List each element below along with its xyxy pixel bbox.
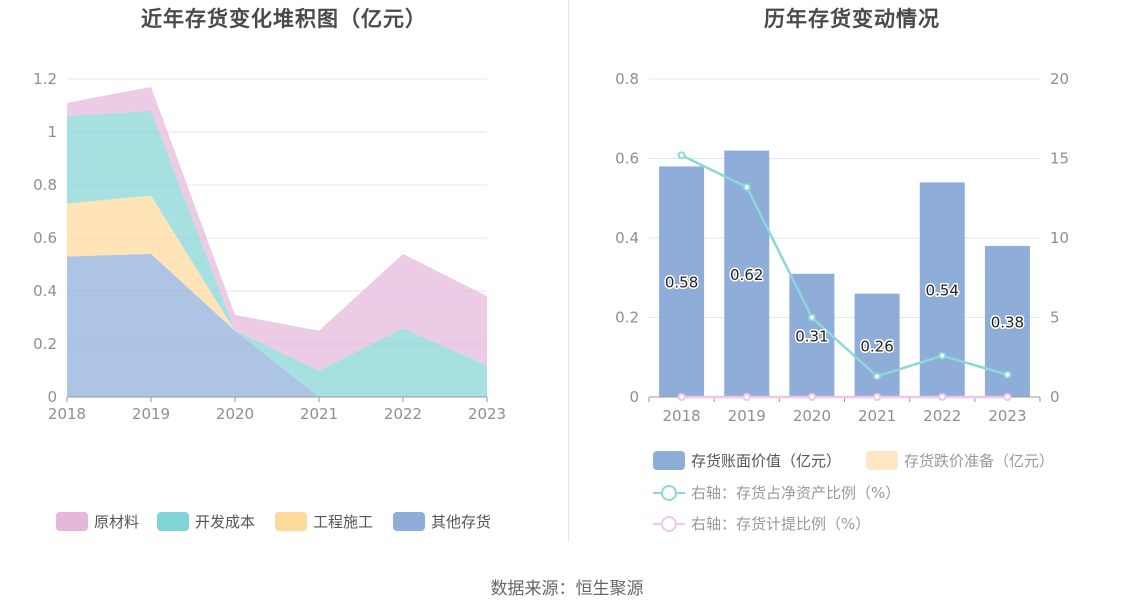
area-工程施工 [67,195,487,397]
legend-swatch [653,483,685,502]
x-tick-label: 2022 [923,407,961,425]
legend-swatch [275,512,307,531]
x-tick-label: 2022 [384,405,422,423]
y-tick-label: 0 [47,388,57,406]
legend-item[interactable]: 右轴：存货计提比例（%） [653,513,870,534]
legend-item[interactable]: 原材料 [56,511,139,532]
x-tick-label: 2019 [728,407,766,425]
legend-label: 右轴：存货计提比例（%） [691,515,871,533]
x-tick-label: 2021 [300,405,338,423]
stacked-area-chart: 0 0.2 0.4 0.6 0.8 1 1.2 2018 2019 2020 2021 2022 202… [33,70,506,423]
bar-data-label: 0.58 [665,274,698,292]
y-tick-label: 0.4 [33,282,57,300]
y-tick-label: 0.2 [33,335,57,353]
bar-2019 [724,150,770,397]
x-tick-label: 2020 [793,407,831,425]
left-chart-panel: 近年存货变化堆积图（亿元） 0 0.2 0.4 0.6 0.8 1 1.2 2018 2019 2… [0,0,568,545]
line-point [873,372,882,381]
left-chart-title: 近年存货变化堆积图（亿元） [141,7,427,31]
y-left-tick-label: 0 [629,388,639,406]
y-tick-label: 1.2 [33,70,57,88]
y-right-tick-label: 15 [1050,150,1069,168]
y-right-tick-label: 0 [1050,388,1060,406]
legend-swatch [653,451,685,470]
bar-data-label: 0.54 [926,282,959,300]
legend-item[interactable]: 工程施工 [275,511,373,532]
line-point [938,393,947,401]
y-right-tick-label: 20 [1050,70,1069,88]
panel-divider [568,0,569,542]
x-tick-label: 2023 [988,407,1026,425]
y-left-tick-label: 0.8 [615,70,639,88]
bar-data-label: 0.62 [730,266,763,284]
legend-item[interactable]: 右轴：存货占净资产比例（%） [653,482,900,503]
bar-data-label: 0.26 [860,337,893,355]
line-point [677,151,686,160]
y-right-tick-label: 10 [1050,229,1069,247]
legend-item[interactable]: 存货账面价值（亿元） [653,450,841,471]
y-left-tick-label: 0.4 [615,229,639,247]
line-point [873,393,882,401]
area-原材料 [67,86,487,371]
line-point [1003,370,1012,379]
legend-label: 右轴：存货占净资产比例（%） [691,484,901,502]
y-tick-label: 0.6 [33,229,57,247]
x-tick-label: 2021 [858,407,896,425]
legend-label: 存货账面价值（亿元） [691,452,842,470]
y-left-tick-label: 0.6 [615,150,639,168]
data-source-footer: 数据来源：恒生聚源 [490,579,644,599]
bar-data-label: 0.31 [795,327,828,345]
legend-item[interactable]: 存货跌价准备（亿元） [866,450,1054,471]
legend-label: 原材料 [94,513,140,531]
bar-2020 [789,273,835,397]
x-tick-label: 2019 [132,405,170,423]
legend-label: 开发成本 [195,513,256,531]
area-开发成本 [67,110,487,398]
legend-swatch [653,514,685,533]
y-left-tick-label: 0.2 [615,309,639,327]
line-point [742,183,751,192]
legend-label: 工程施工 [313,513,374,531]
area-其他存货 [67,253,487,397]
line-point [742,393,751,401]
y-right-tick-label: 5 [1050,309,1060,327]
right-chart-panel: 历年存货变动情况 0 0.2 0.4 0.6 0.8 0 5 10 15 20 2018 2019 20… [570,0,1134,545]
legend-swatch [56,512,88,531]
line-右轴：存货占净资产比例（%） [681,154,1008,378]
legend-swatch [866,451,898,470]
x-tick-label: 2018 [48,405,86,423]
y-tick-label: 1 [47,123,57,141]
y-tick-label: 0.8 [33,176,57,194]
line-point [807,313,816,322]
bar-2018 [659,166,705,397]
legend-swatch [157,512,189,531]
legend-item[interactable]: 开发成本 [157,511,255,532]
legend-label: 其他存货 [431,513,492,531]
line-point [677,393,686,401]
x-tick-label: 2020 [216,405,254,423]
legend-swatch [393,512,425,531]
x-tick-label: 2018 [662,407,700,425]
line-point [1003,393,1012,401]
legend-label: 存货跌价准备（亿元） [904,452,1055,470]
line-point [938,351,947,360]
right-chart-title: 历年存货变动情况 [764,7,940,31]
line-point [807,393,816,401]
legend-item[interactable]: 其他存货 [393,511,491,532]
bar-line-combo-chart: 0 0.2 0.4 0.6 0.8 0 5 10 15 20 2018 2019 2020 2021 202… [615,70,1069,425]
bar-data-label: 0.38 [991,313,1024,331]
x-tick-label: 2023 [468,405,506,423]
